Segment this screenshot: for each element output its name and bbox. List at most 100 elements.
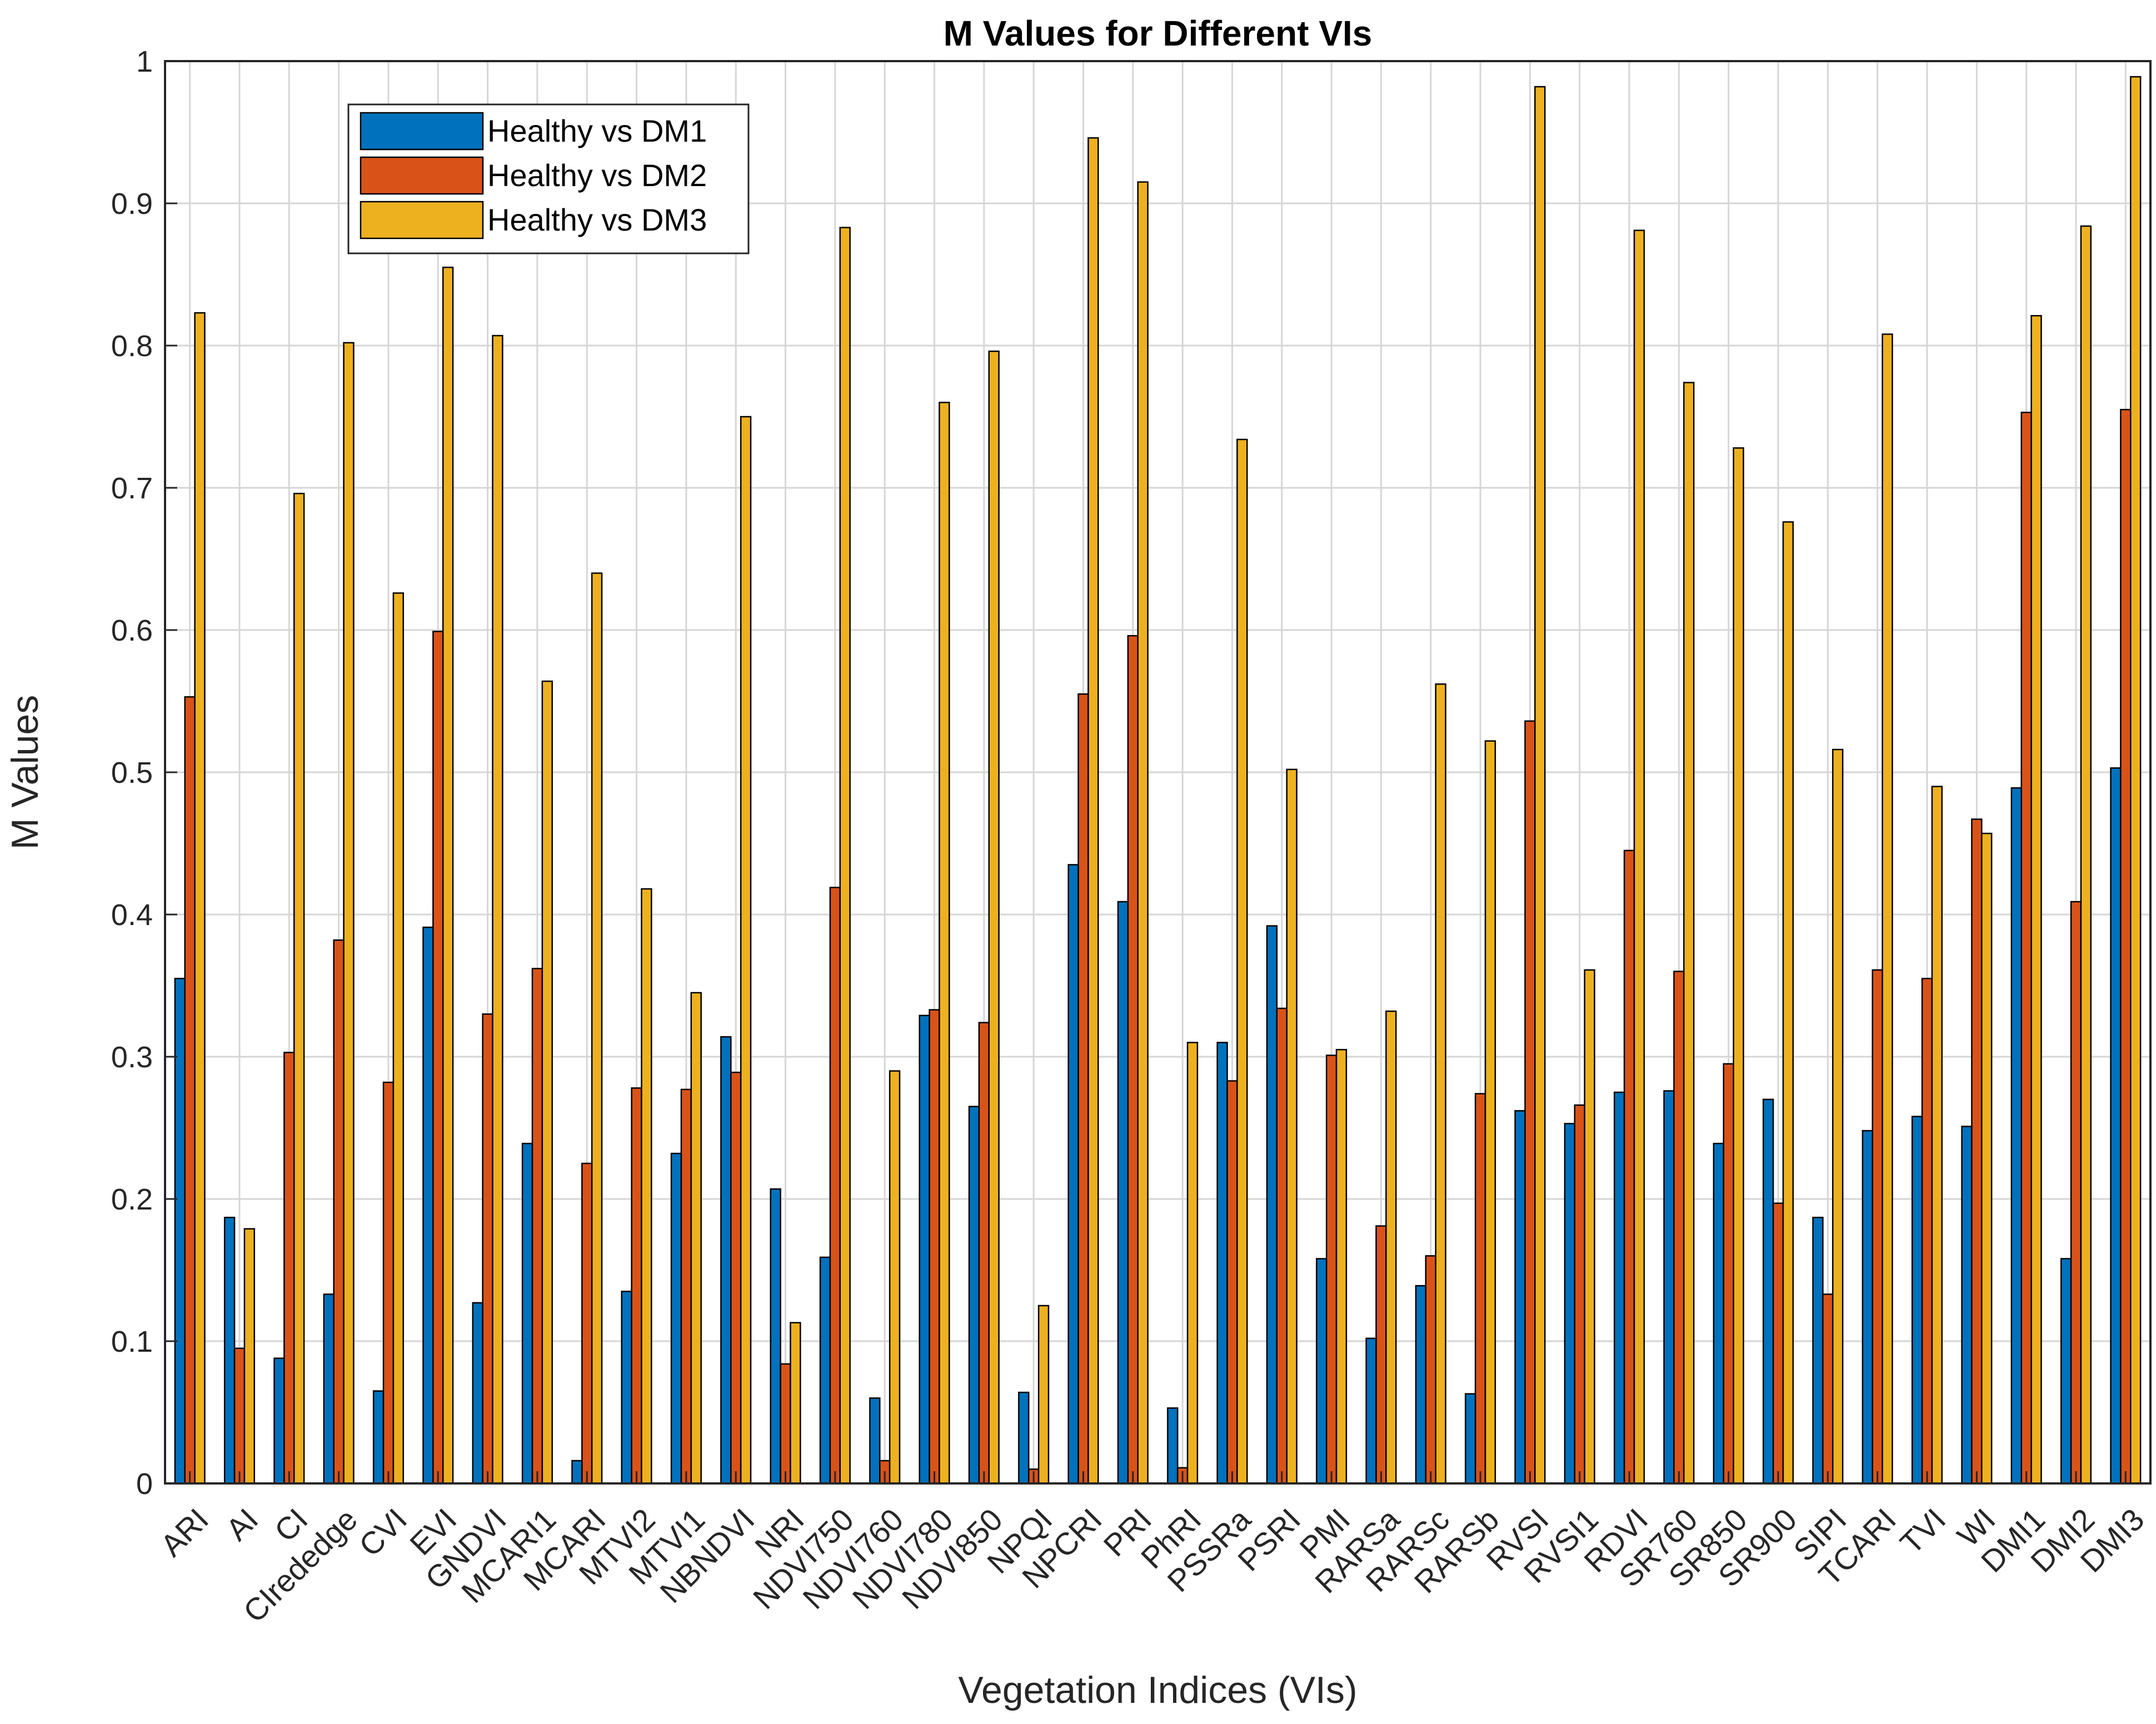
- bar-rarsc-dm3: [1435, 683, 1446, 1485]
- bar-nri-dm2: [780, 1363, 791, 1485]
- bar-wi-dm3: [1981, 832, 1993, 1485]
- bar-nbndvi-dm2: [730, 1071, 742, 1485]
- bar-sipi-dm3: [1832, 748, 1844, 1485]
- bar-nbndvi-dm3: [740, 416, 752, 1485]
- bar-npqi-dm3: [1037, 1305, 1050, 1485]
- y-tick-label: 0.8: [111, 329, 153, 363]
- bar-sr850-dm1: [1713, 1142, 1725, 1485]
- bar-phri-dm3: [1186, 1042, 1199, 1485]
- y-tick-label: 0.7: [111, 472, 153, 505]
- bar-rvsi-dm3: [1534, 86, 1546, 1485]
- bar-ci-dm1: [273, 1357, 285, 1485]
- bar-ndvi780-dm3: [939, 402, 950, 1485]
- y-tick-label: 0.6: [111, 614, 153, 647]
- bar-mtvi2-dm2: [631, 1087, 642, 1485]
- bar-dmi3-dm1: [2110, 767, 2122, 1485]
- legend-swatch-dm1: [360, 112, 484, 151]
- bar-cvi-dm1: [372, 1390, 385, 1485]
- bar-sr850-dm2: [1723, 1063, 1734, 1485]
- bar-mcari1-dm3: [541, 680, 553, 1485]
- bar-npcri-dm3: [1087, 137, 1099, 1485]
- bar-dmi1-dm2: [2020, 412, 2032, 1485]
- legend-swatch-dm3: [360, 201, 484, 239]
- y-tick-label: 0.2: [111, 1183, 153, 1216]
- bar-nri-dm3: [790, 1322, 801, 1485]
- bar-ci-dm3: [293, 492, 305, 1485]
- bar-sipi-dm1: [1812, 1217, 1824, 1485]
- bar-ai-dm3: [243, 1228, 256, 1485]
- bar-rvsi-dm2: [1524, 720, 1536, 1485]
- bar-dmi1-dm3: [2030, 314, 2042, 1485]
- legend-label-dm2: Healthy vs DM2: [487, 158, 707, 193]
- bar-dmi2-dm1: [2060, 1258, 2072, 1485]
- bar-pssra-dm3: [1236, 438, 1248, 1485]
- legend-label-dm3: Healthy vs DM3: [487, 202, 707, 237]
- bar-dmi2-dm2: [2070, 901, 2082, 1485]
- bar-rarsb-dm3: [1484, 740, 1496, 1485]
- bar-cvi-dm3: [392, 592, 405, 1485]
- bar-rarsc-dm2: [1425, 1255, 1436, 1485]
- bar-rarsb-dm2: [1474, 1093, 1486, 1485]
- y-axis-label: M Values: [4, 695, 46, 849]
- bar-sr900-dm2: [1772, 1202, 1784, 1485]
- bar-sr760-dm2: [1673, 971, 1685, 1485]
- bar-sr850-dm3: [1733, 447, 1744, 1485]
- bar-rvsi1-dm2: [1574, 1104, 1585, 1485]
- y-tick-label: 0.5: [111, 756, 153, 789]
- bar-ndvi780-dm1: [919, 1015, 930, 1485]
- bar-evi-dm3: [442, 266, 454, 1485]
- bar-ndvi850-dm2: [978, 1022, 990, 1485]
- bar-npqi-dm1: [1018, 1391, 1030, 1485]
- legend: Healthy vs DM1 Healthy vs DM2 Healthy vs…: [347, 103, 750, 254]
- bar-ari-dm3: [194, 312, 206, 1485]
- bar-ari-dm1: [174, 977, 186, 1485]
- bar-tcari-dm3: [1881, 333, 1893, 1485]
- bar-rdvi-dm2: [1623, 849, 1635, 1485]
- bar-mtvi1-dm2: [680, 1088, 692, 1485]
- bar-wi-dm1: [1961, 1126, 1973, 1485]
- bar-ai-dm2: [233, 1347, 246, 1485]
- bar-evi-dm2: [432, 631, 444, 1485]
- bar-ndvi850-dm1: [968, 1106, 980, 1485]
- bar-pri-dm2: [1127, 634, 1139, 1485]
- bar-rvsi1-dm3: [1584, 969, 1595, 1485]
- bar-mtvi1-dm1: [670, 1152, 682, 1485]
- bar-wi-dm2: [1971, 818, 1983, 1485]
- y-tick-label: 1: [136, 45, 153, 78]
- bar-mcari-dm2: [581, 1162, 593, 1485]
- bar-cirededge-dm3: [343, 342, 355, 1485]
- bar-dmi1-dm1: [2010, 787, 2023, 1485]
- bar-rvsi-dm1: [1514, 1110, 1526, 1485]
- bar-gndvi-dm2: [482, 1013, 493, 1485]
- bar-pmi-dm3: [1335, 1048, 1348, 1485]
- bar-psri-dm1: [1266, 925, 1278, 1485]
- bar-cirededge-dm1: [323, 1293, 335, 1485]
- bar-phri-dm1: [1167, 1407, 1179, 1485]
- bar-pssra-dm2: [1226, 1080, 1238, 1485]
- y-tick-label: 0.4: [111, 898, 153, 932]
- bar-pri-dm1: [1117, 901, 1129, 1485]
- bar-npcri-dm2: [1077, 693, 1089, 1485]
- bar-tcari-dm1: [1861, 1130, 1874, 1485]
- bar-mcari1-dm1: [521, 1142, 533, 1485]
- bar-ari-dm2: [184, 696, 196, 1485]
- bar-cirededge-dm2: [333, 939, 345, 1485]
- bar-ndvi760-dm1: [869, 1397, 881, 1485]
- bar-pmi-dm1: [1316, 1258, 1327, 1485]
- bar-rarsb-dm1: [1465, 1393, 1476, 1485]
- bar-psri-dm3: [1286, 768, 1297, 1485]
- bar-cvi-dm2: [382, 1081, 395, 1485]
- bar-mtvi2-dm1: [621, 1291, 632, 1485]
- bar-rarsc-dm1: [1415, 1285, 1427, 1485]
- bar-dmi2-dm3: [2080, 225, 2092, 1485]
- bar-pmi-dm2: [1325, 1055, 1337, 1485]
- bar-tvi-dm2: [1921, 977, 1933, 1485]
- y-tick-label: 0.1: [111, 1325, 153, 1358]
- y-tick-label: 0.3: [111, 1041, 153, 1074]
- bar-ndvi750-dm3: [839, 227, 851, 1485]
- bar-mtvi1-dm3: [690, 992, 702, 1485]
- y-tick-label: 0: [136, 1467, 153, 1501]
- bar-tcari-dm2: [1871, 969, 1883, 1485]
- bar-sipi-dm2: [1822, 1293, 1834, 1485]
- bar-ndvi760-dm3: [889, 1070, 901, 1485]
